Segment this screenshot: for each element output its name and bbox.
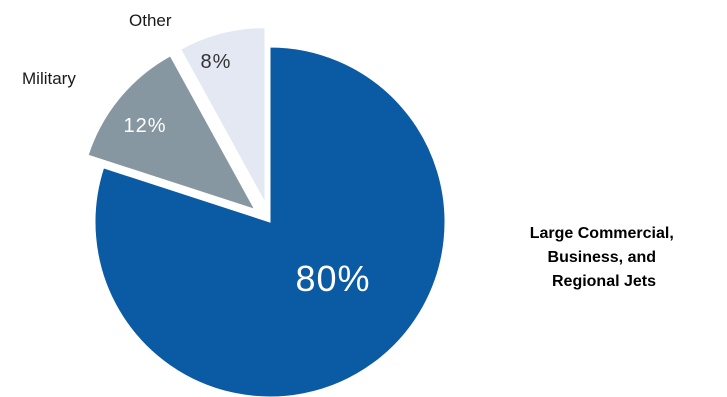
category-label-line-1: Large Commercial, xyxy=(530,225,674,242)
value-label-other: 8% xyxy=(201,51,232,73)
slice-military xyxy=(87,55,256,211)
slice-other xyxy=(180,27,266,203)
category-label-military: Military xyxy=(22,69,76,88)
value-label-military: 12% xyxy=(123,115,166,137)
category-label-large-commercial: Large Commercial, Business, and Regional… xyxy=(530,225,679,290)
category-label-other: Other xyxy=(129,11,172,30)
slices-group xyxy=(87,27,446,397)
value-label-large-commercial: 80% xyxy=(295,258,370,299)
slice-large-commercial xyxy=(94,46,446,397)
category-label-line-2: Business, and xyxy=(548,249,656,266)
category-label-line-3: Regional Jets xyxy=(552,273,656,290)
